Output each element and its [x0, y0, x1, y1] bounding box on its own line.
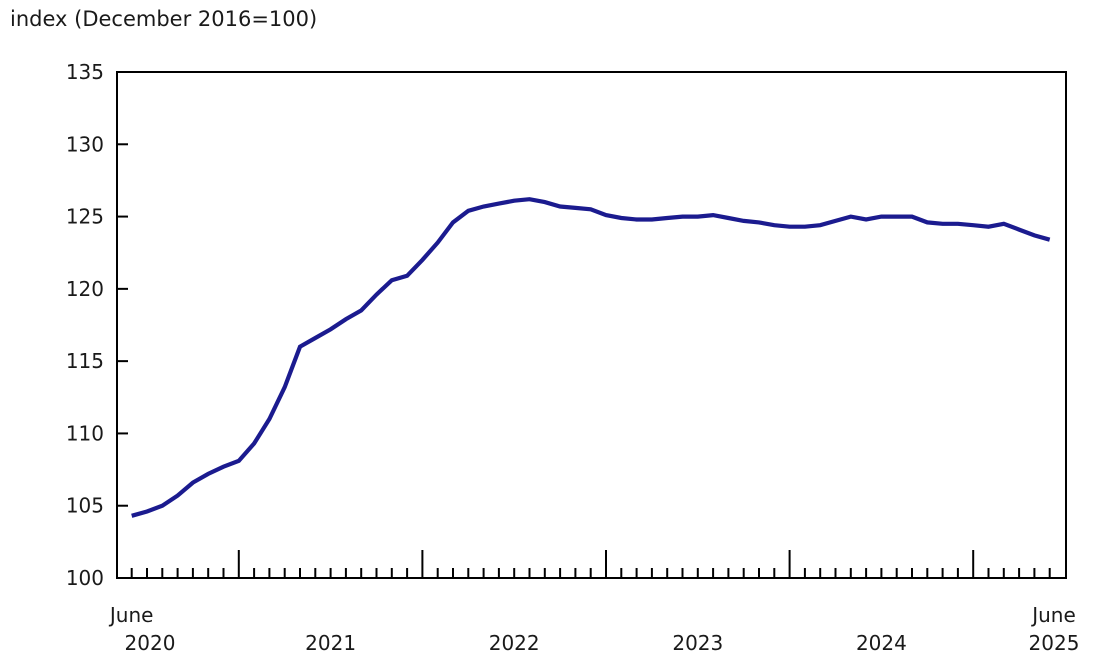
x-axis-label-year-2020: 2020 [125, 631, 176, 655]
y-axis-label: 130 [66, 132, 104, 156]
y-axis-label: 105 [66, 494, 104, 518]
y-axis-label: 100 [66, 566, 104, 590]
y-axis-label: 115 [66, 349, 104, 373]
y-axis-label: 110 [66, 421, 104, 445]
x-axis-label-year-2021: 2021 [305, 631, 356, 655]
x-axis-label-june-start: June [108, 603, 154, 627]
x-axis-label-year-2023: 2023 [672, 631, 723, 655]
x-axis-label-june-end: June [1030, 603, 1076, 627]
x-axis-label-year-2022: 2022 [489, 631, 540, 655]
y-axis-label: 125 [66, 205, 104, 229]
plot-frame [116, 71, 1067, 579]
index-line [131, 197, 1051, 518]
x-axis-label-year-2025: 2025 [1029, 631, 1080, 655]
chart-title: index (December 2016=100) [10, 7, 318, 31]
y-axis-label: 120 [66, 277, 104, 301]
y-axis-label: 135 [66, 60, 104, 84]
x-axis-label-year-2024: 2024 [856, 631, 907, 655]
